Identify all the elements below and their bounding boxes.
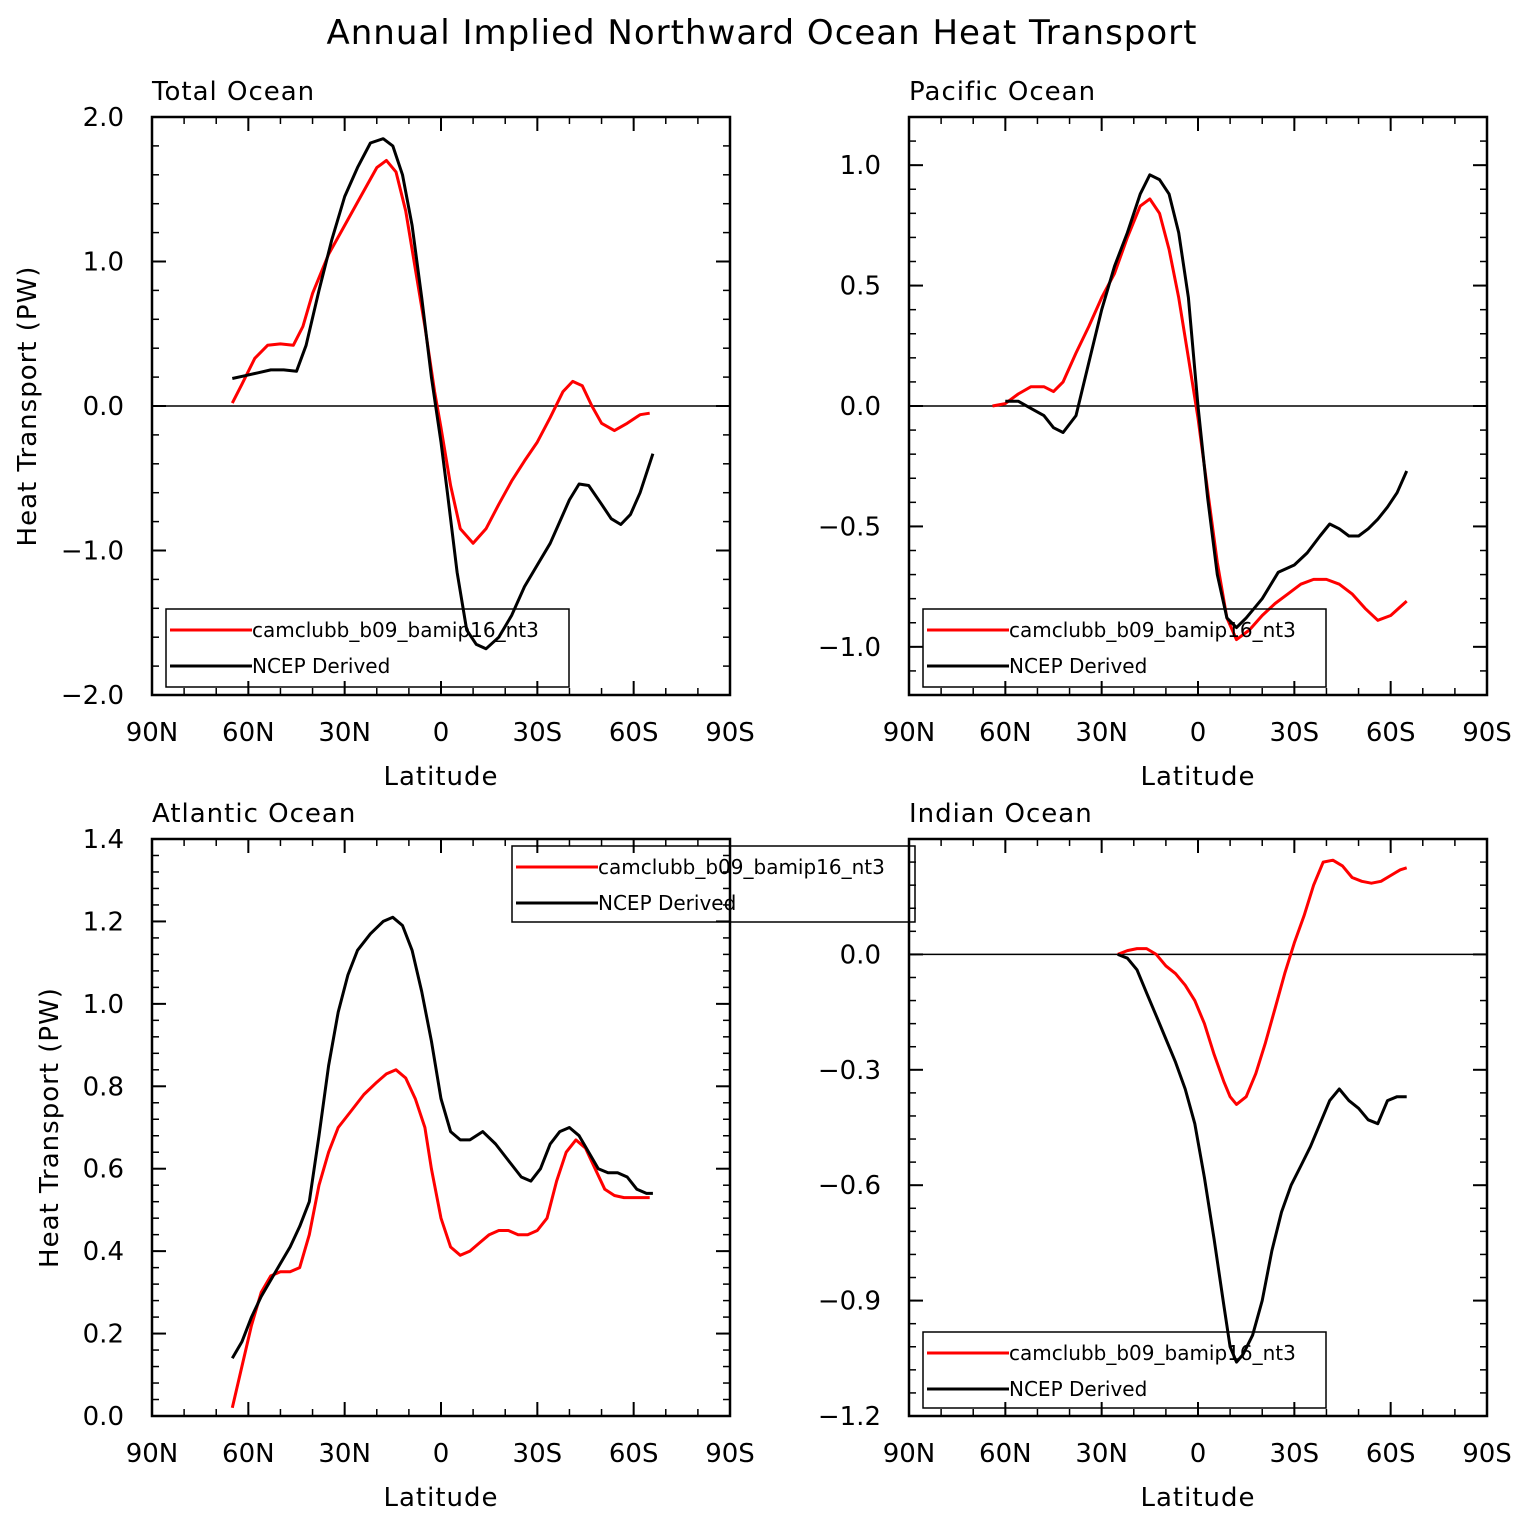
series-line-ncep (231, 137, 655, 651)
y-tick-label: 1.2 (83, 907, 124, 937)
series-line-ncep (1005, 173, 1409, 630)
legend-label: NCEP Derived (1009, 654, 1147, 678)
legend-label: NCEP Derived (1009, 1377, 1147, 1401)
panel-3: Indian Ocean 90N 60N 30N 0 30S 60S 90S −1.2 −0.9 −… (818, 799, 1512, 1513)
legend-box (922, 1331, 1327, 1409)
plot-frame (907, 115, 1489, 697)
y-tick-label: 1.0 (83, 990, 124, 1020)
plot-frame (150, 837, 732, 1418)
x-tick-label: 60S (1366, 718, 1416, 748)
y-tick-label: 1.0 (840, 151, 881, 181)
x-tick-label: 60N (222, 1439, 275, 1469)
y-tick-label: −0.5 (818, 512, 881, 542)
x-tick-label: 60N (222, 718, 275, 748)
y-tick-label: 0.4 (83, 1237, 124, 1267)
x-tick-label: 90S (1462, 1439, 1512, 1469)
x-tick-label: 90S (1462, 718, 1512, 748)
panel-1: Pacific Ocean 90N 60N 30N 0 30S 60S 90S −1.0 −0.5… (818, 77, 1512, 792)
x-tick-label: 30N (1075, 1439, 1128, 1469)
legend-label: NCEP Derived (252, 654, 390, 678)
x-tick-label: 30S (513, 1439, 563, 1469)
legend: camclubb_b09_bamip16_nt3 NCEP Derived (511, 845, 916, 923)
y-tick-label: −1.0 (61, 537, 124, 567)
x-tick-label: 90N (883, 718, 936, 748)
y-tick-label: 2.0 (83, 103, 124, 133)
y-axis-label: Heat Transport (PW) (13, 266, 43, 547)
y-tick-label: 0.2 (83, 1320, 124, 1350)
x-tick-label: 90S (705, 718, 755, 748)
y-tick-label: 1.0 (83, 248, 124, 278)
y-tick-label: −0.3 (818, 1056, 881, 1086)
x-axis-label: Latitude (1140, 1483, 1255, 1513)
legend-label: camclubb_b09_bamip16_nt3 (1009, 618, 1296, 642)
x-tick-label: 90N (126, 718, 179, 748)
y-tick-label: 0.0 (840, 940, 881, 970)
panel-title: Indian Ocean (909, 799, 1093, 829)
legend-box (165, 608, 570, 688)
y-tick-label: 0.8 (83, 1072, 124, 1102)
plot-frame (150, 115, 732, 697)
legend: camclubb_b09_bamip16_nt3 NCEP Derived (922, 1331, 1327, 1409)
figure-title: Annual Implied Northward Ocean Heat Tran… (327, 13, 1198, 53)
legend-label: camclubb_b09_bamip16_nt3 (252, 618, 539, 642)
x-tick-label: 30S (513, 718, 563, 748)
legend-label: camclubb_b09_bamip16_nt3 (598, 855, 885, 879)
y-tick-label: 0.6 (83, 1155, 124, 1185)
y-tick-label: 0.0 (83, 392, 124, 422)
y-tick-label: 0.5 (840, 272, 881, 302)
panel-title: Atlantic Ocean (152, 799, 356, 829)
x-tick-label: 30N (318, 1439, 371, 1469)
y-tick-label: −1.0 (818, 633, 881, 663)
series-line-model (230, 158, 650, 545)
legend-label: NCEP Derived (598, 891, 736, 915)
y-tick-label: −0.9 (818, 1287, 881, 1317)
y-tick-label: 0.0 (840, 392, 881, 422)
x-tick-label: 0 (433, 1439, 450, 1469)
series-line-model (1117, 858, 1408, 1106)
panel-title: Total Ocean (151, 77, 315, 107)
x-tick-label: 0 (1190, 1439, 1207, 1469)
x-tick-label: 90N (883, 1439, 936, 1469)
legend-label: camclubb_b09_bamip16_nt3 (1009, 1341, 1296, 1365)
panel-title: Pacific Ocean (909, 77, 1096, 107)
y-tick-label: −2.0 (61, 681, 124, 711)
x-tick-label: 90N (126, 1439, 179, 1469)
plot-frame (907, 837, 1489, 1418)
x-tick-label: 60S (609, 718, 659, 748)
series-line-ncep (231, 915, 653, 1360)
y-tick-label: −0.6 (818, 1171, 881, 1201)
x-tick-label: 60S (609, 1439, 659, 1469)
x-tick-label: 90S (705, 1439, 755, 1469)
x-tick-label: 30N (1075, 718, 1128, 748)
legend-box (922, 608, 1327, 688)
panel-0: Total Ocean 90N 60N 30N 0 30S 60S 90S −2.0 −1.0 0.… (13, 77, 755, 792)
panel-2: Atlantic Ocean 90N 60N 30N 0 30S 60S 90S 0.0 0.2 0… (35, 799, 916, 1513)
x-tick-label: 60N (979, 718, 1032, 748)
x-tick-label: 0 (433, 718, 450, 748)
x-tick-label: 0 (1190, 718, 1207, 748)
x-tick-label: 60S (1366, 1439, 1416, 1469)
legend: camclubb_b09_bamip16_nt3 NCEP Derived (922, 608, 1327, 688)
x-axis-label: Latitude (383, 762, 498, 792)
y-axis-label: Heat Transport (PW) (35, 987, 65, 1268)
series-line-model (992, 197, 1408, 642)
x-tick-label: 30N (318, 718, 371, 748)
x-axis-label: Latitude (383, 1483, 498, 1513)
y-tick-label: 1.4 (83, 825, 124, 855)
x-tick-label: 60N (979, 1439, 1032, 1469)
panels: Total Ocean 90N 60N 30N 0 30S 60S 90S −2.0 −1.0 0.… (13, 77, 1512, 1513)
y-tick-label: 0.0 (83, 1402, 124, 1432)
x-tick-label: 30S (1270, 718, 1320, 748)
y-tick-label: −1.2 (818, 1402, 881, 1432)
series-line-ncep (1117, 953, 1407, 1364)
legend-box (511, 845, 916, 923)
legend: camclubb_b09_bamip16_nt3 NCEP Derived (165, 608, 570, 688)
series-line-model (230, 1068, 650, 1409)
x-axis-label: Latitude (1140, 762, 1255, 792)
x-tick-label: 30S (1270, 1439, 1320, 1469)
